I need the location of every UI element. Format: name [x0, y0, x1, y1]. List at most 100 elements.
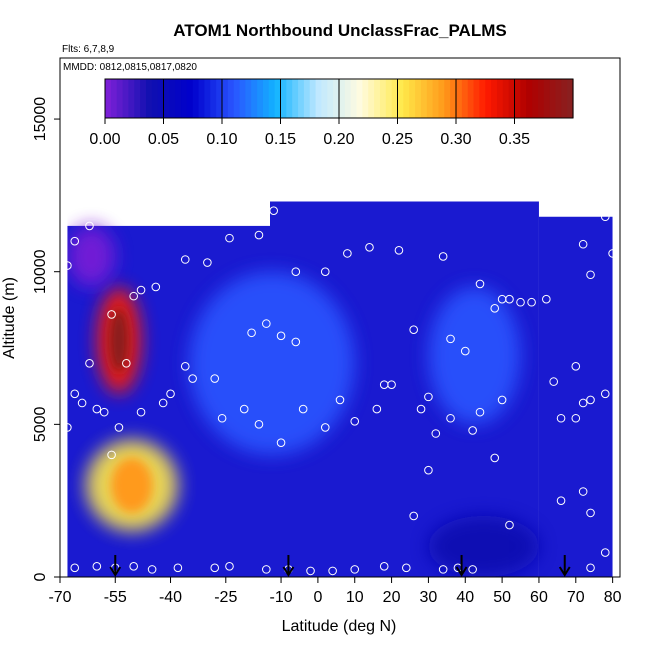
- sample-point: [379, 562, 389, 571]
- x-tick-label: 0: [313, 589, 322, 606]
- colorbar-segment: [450, 79, 457, 118]
- sample-point: [320, 267, 330, 277]
- sample-point: [114, 423, 124, 432]
- colorbar-segment: [479, 79, 486, 118]
- sample-point: [147, 565, 157, 574]
- sample-point: [460, 346, 470, 356]
- dates-label: MMDD: 0812,0815,0817,0820: [63, 62, 197, 73]
- flight-marker-head: [558, 566, 571, 577]
- colorbar-segment: [537, 79, 545, 118]
- x-tick-label: 80: [604, 589, 622, 606]
- colorbar-segment: [374, 79, 381, 118]
- sample-point: [402, 563, 411, 573]
- sample-point: [446, 334, 455, 344]
- colorbar-segment: [298, 79, 305, 118]
- sample-point: [188, 374, 197, 383]
- colorbar-segment: [186, 79, 194, 118]
- colorbar-tick-label: 0.30: [440, 131, 471, 148]
- field-feature-core: [111, 457, 153, 513]
- sample-point: [328, 566, 337, 576]
- sample-point: [335, 395, 345, 405]
- sample-point: [291, 267, 301, 277]
- colorbar-segment: [286, 79, 293, 118]
- colorbar-segment: [210, 79, 217, 118]
- flights-label: Flts: 6,7,8,9: [62, 44, 115, 55]
- sample-point: [254, 420, 264, 429]
- sample-point: [608, 249, 617, 258]
- sample-point: [217, 413, 227, 423]
- sample-point: [394, 246, 404, 255]
- sample-point: [298, 404, 308, 414]
- x-tick-label: -25: [214, 589, 237, 606]
- sample-point: [446, 413, 455, 423]
- x-tick-label: -70: [48, 589, 71, 606]
- colorbar-segment: [274, 79, 282, 118]
- sample-point: [173, 563, 183, 573]
- colorbar-segment: [496, 79, 504, 118]
- sample-point: [210, 374, 220, 383]
- sample-point: [247, 328, 256, 338]
- sample-point: [578, 239, 588, 249]
- sample-point: [600, 389, 610, 399]
- x-axis-label: Latitude (deg N): [282, 618, 397, 635]
- colorbar-segment: [116, 79, 124, 118]
- sample-point: [70, 236, 80, 246]
- colorbar-segment: [145, 79, 153, 118]
- colorbar-tick-label: 0.35: [499, 131, 530, 148]
- colorbar-segment: [163, 79, 170, 118]
- colorbar: 0.00 0.05 0.10 0.15 0.20 0.25 0.30 0.35: [89, 78, 574, 148]
- colorbar-segment: [543, 79, 551, 118]
- colorbar-tick-label: 0.15: [265, 131, 296, 148]
- colorbar-segment: [344, 79, 352, 118]
- x-tick-label: 40: [456, 589, 474, 606]
- x-tick-label: -55: [104, 589, 127, 606]
- colorbar-segment: [420, 79, 428, 118]
- sample-point: [505, 520, 514, 530]
- sample-point: [409, 325, 418, 335]
- y-axis: 0 5000 10000 15000: [32, 97, 60, 581]
- flight-marker-head: [282, 566, 295, 577]
- colorbar-segment: [502, 79, 510, 118]
- field-feature-core: [109, 308, 129, 373]
- colorbar-segment: [175, 79, 182, 118]
- field-feature: [188, 271, 355, 455]
- colorbar-tick-label: 0.10: [206, 131, 237, 148]
- sample-point: [77, 398, 87, 408]
- flight-marker-head: [455, 566, 468, 577]
- sample-point: [571, 413, 581, 423]
- colorbar-segment: [239, 79, 246, 118]
- sample-point: [438, 565, 448, 574]
- colorbar-segment: [128, 79, 135, 118]
- sample-point: [107, 310, 116, 319]
- sample-point: [497, 395, 507, 405]
- colorbar-segment: [555, 79, 562, 118]
- sample-point: [586, 563, 595, 573]
- x-tick-label: 70: [567, 589, 585, 606]
- colorbar-segment: [368, 79, 375, 118]
- colorbar-segment: [262, 79, 270, 118]
- colorbar-segment: [397, 79, 404, 118]
- colorbar-segment: [151, 79, 159, 118]
- sample-point: [210, 563, 220, 573]
- colorbar-segment: [438, 79, 445, 118]
- colorbar-segment: [204, 79, 211, 118]
- y-axis-label: Altitude (m): [1, 277, 18, 359]
- sample-point: [276, 331, 286, 341]
- colorbar-segment: [339, 79, 346, 118]
- colorbar-segment: [403, 79, 410, 118]
- colorbar-segment: [303, 79, 311, 118]
- sample-point: [63, 423, 72, 432]
- sample-point: [578, 398, 588, 408]
- sample-point: [129, 291, 138, 301]
- sample-point: [379, 380, 389, 389]
- x-tick-label: 30: [420, 589, 438, 606]
- sample-point: [136, 285, 146, 295]
- sample-point: [225, 233, 234, 243]
- colorbar-segment: [245, 79, 252, 118]
- chart-title: ATOM1 Northbound UnclassFrac_PALMS: [173, 21, 506, 40]
- sample-point: [409, 511, 418, 521]
- x-axis: -70 -55 -40 -25 -10 0 10 20 30 40 50 60 70 80: [48, 577, 622, 606]
- sample-point: [166, 389, 175, 399]
- sample-point: [306, 566, 315, 576]
- field-feature: [67, 225, 116, 287]
